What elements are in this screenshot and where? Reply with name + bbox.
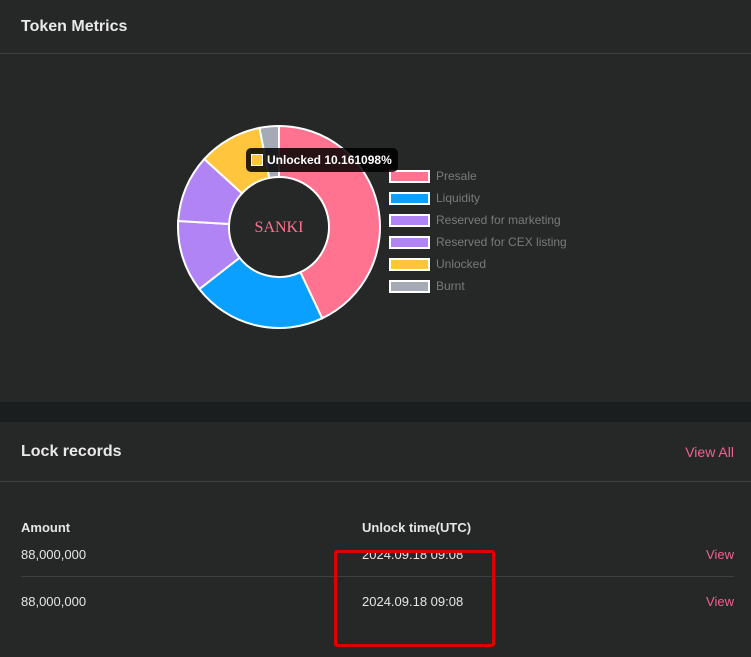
- legend-item[interactable]: Presale: [389, 165, 567, 187]
- legend-label: Reserved for marketing: [436, 213, 561, 227]
- legend-item[interactable]: Burnt: [389, 275, 567, 297]
- chart-tooltip: Unlocked 10.161098%: [246, 148, 398, 172]
- view-all-link[interactable]: View All: [685, 443, 734, 460]
- column-header-unlock-time: Unlock time(UTC): [362, 520, 472, 535]
- legend-label: Reserved for CEX listing: [436, 235, 567, 249]
- table-body: 88,000,000 2024.09.18 09:08 View 88,000,000…: [21, 530, 734, 624]
- view-row-link[interactable]: View: [706, 547, 734, 562]
- legend-item[interactable]: Liquidity: [389, 187, 567, 209]
- legend-swatch: [389, 191, 430, 205]
- legend-item[interactable]: Reserved for marketing: [389, 209, 567, 231]
- lock-records-card: Lock records View All Amount Unlock time…: [0, 422, 751, 657]
- donut-slice[interactable]: [197, 256, 324, 329]
- table-row: 88,000,000 2024.09.18 09:08 View: [21, 577, 734, 624]
- token-metrics-title: Token Metrics: [21, 17, 128, 35]
- legend-swatch: [389, 169, 430, 183]
- lock-records-title: Lock records: [21, 442, 122, 460]
- legend-label: Unlocked: [436, 257, 487, 271]
- token-metrics-card: Token Metrics SANKI Presale Liquidity Rese…: [0, 0, 751, 402]
- legend-swatch: [389, 235, 430, 249]
- lock-records-header: Lock records View All: [0, 422, 751, 482]
- amount-cell: 88,000,000: [21, 594, 87, 609]
- token-metrics-chart: SANKI Presale Liquidity Reserved for marke…: [0, 55, 751, 402]
- legend-item[interactable]: Reserved for CEX listing: [389, 231, 567, 253]
- lock-records-table: Amount Unlock time(UTC) 88,000,000 2024.0…: [21, 482, 734, 624]
- legend-label: Burnt: [436, 279, 465, 293]
- legend-label: Liquidity: [436, 191, 481, 205]
- legend-swatch: [389, 279, 430, 293]
- table-row: 88,000,000 2024.09.18 09:08 View: [21, 530, 734, 577]
- donut-center-label: SANKI: [255, 219, 304, 236]
- column-header-amount: Amount: [21, 520, 71, 535]
- unlock-time-cell: 2024.09.18 09:08: [362, 547, 464, 562]
- token-metrics-header: Token Metrics: [0, 0, 751, 54]
- legend-swatch: [389, 213, 430, 227]
- unlock-time-cell: 2024.09.18 09:08: [362, 594, 464, 609]
- chart-legend: Presale Liquidity Reserved for marketing Re…: [389, 165, 567, 297]
- donut-chart[interactable]: SANKI: [0, 55, 751, 402]
- tooltip-label: Unlocked 10.161098%: [267, 153, 392, 167]
- tooltip-swatch: [251, 154, 263, 166]
- legend-item[interactable]: Unlocked: [389, 253, 567, 275]
- amount-cell: 88,000,000: [21, 547, 87, 562]
- legend-swatch: [389, 257, 430, 271]
- view-row-link[interactable]: View: [706, 594, 734, 609]
- legend-label: Presale: [436, 169, 477, 183]
- table-header: Amount Unlock time(UTC): [21, 482, 734, 535]
